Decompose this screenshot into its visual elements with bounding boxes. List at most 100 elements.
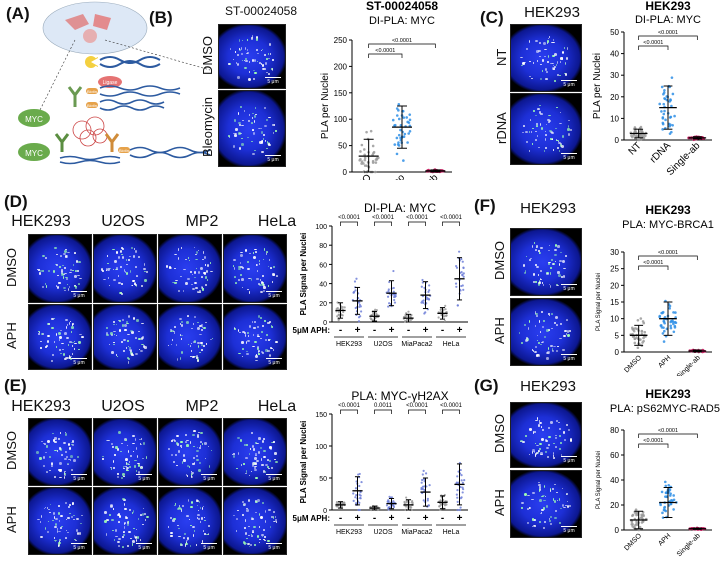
aph-label: 5μM APH: xyxy=(293,514,331,523)
x-tick-label: APH xyxy=(657,532,672,547)
pla-focus xyxy=(544,68,547,71)
pla-focus xyxy=(62,273,65,276)
data-point xyxy=(360,160,364,163)
pla-focus xyxy=(536,335,539,337)
data-point xyxy=(410,501,414,504)
pla-focus xyxy=(182,268,186,271)
pla-focus xyxy=(253,525,257,529)
pla-focus xyxy=(194,277,196,279)
y-tick-label: 0 xyxy=(615,136,620,145)
pla-focus xyxy=(523,62,525,66)
data-point xyxy=(408,315,411,318)
pla-focus xyxy=(73,323,75,326)
pla-focus xyxy=(101,458,105,460)
pla-focus xyxy=(266,118,268,121)
pla-focus xyxy=(538,520,541,524)
pla-focus xyxy=(563,507,567,509)
pla-focus xyxy=(538,489,541,492)
data-point xyxy=(632,134,636,137)
pla-focus xyxy=(530,130,532,134)
pla-focus xyxy=(547,55,549,59)
pla-focus xyxy=(143,345,146,349)
data-point xyxy=(420,481,423,484)
pla-focus xyxy=(554,127,558,130)
data-point xyxy=(423,485,426,488)
pla-focus xyxy=(529,40,531,43)
pla-focus xyxy=(64,357,66,361)
pla-focus xyxy=(129,460,131,464)
data-point xyxy=(386,295,390,298)
pla-focus xyxy=(192,341,196,344)
pla-focus xyxy=(552,451,554,455)
pla-focus xyxy=(246,48,248,51)
y-tick-label: 25 xyxy=(610,265,619,274)
p-value: <0.0001 xyxy=(658,30,678,36)
pla-focus xyxy=(554,509,558,513)
pla-focus xyxy=(555,139,557,142)
pla-focus xyxy=(257,350,260,354)
data-point xyxy=(360,162,363,165)
pla-focus xyxy=(167,526,170,528)
pla-focus xyxy=(541,438,544,441)
pla-focus xyxy=(551,262,555,265)
pla-focus xyxy=(206,279,209,282)
pla-focus xyxy=(541,311,543,314)
pla-focus xyxy=(39,456,42,460)
data-point xyxy=(669,494,672,497)
pla-focus xyxy=(64,458,67,460)
pla-focus xyxy=(67,463,70,466)
pla-focus xyxy=(173,330,176,333)
aph-sign: - xyxy=(339,325,342,336)
data-point xyxy=(672,330,676,334)
pla-focus xyxy=(73,340,75,343)
pla-focus xyxy=(255,48,258,51)
pla-focus xyxy=(177,507,180,511)
pla-focus xyxy=(167,344,169,347)
pla-focus xyxy=(175,464,179,466)
pla-focus xyxy=(539,420,541,423)
pla-focus xyxy=(181,461,184,465)
pla-focus xyxy=(243,59,246,62)
panel-c-cell-id: HEK293 xyxy=(524,4,580,21)
micrograph-e-mp2-aph: 5 μm xyxy=(158,487,222,555)
pla-focus xyxy=(143,442,145,445)
pla-focus xyxy=(46,507,48,509)
pla-focus xyxy=(101,268,103,271)
p-value: <0.0001 xyxy=(372,215,395,221)
pla-focus xyxy=(70,444,74,446)
panel-b-row1: DMSO xyxy=(200,36,215,76)
data-point xyxy=(426,499,429,502)
pla-focus xyxy=(170,534,173,538)
pla-focus xyxy=(200,266,204,270)
pla-focus xyxy=(109,503,113,507)
pla-focus xyxy=(251,129,254,131)
pla-focus xyxy=(62,276,65,279)
pla-focus xyxy=(257,128,261,130)
pla-focus xyxy=(273,516,275,519)
pla-focus xyxy=(67,343,69,347)
pla-focus xyxy=(249,544,253,547)
data-point xyxy=(375,313,378,316)
pla-focus xyxy=(124,329,127,332)
micrograph-f-dmso: 5 μm xyxy=(510,228,582,296)
pla-focus xyxy=(536,444,540,446)
pla-focus xyxy=(559,435,562,438)
panel-g-row1: DMSO xyxy=(492,414,507,454)
pla-focus xyxy=(134,336,138,339)
pla-focus xyxy=(40,515,43,519)
data-point xyxy=(360,143,364,147)
pla-focus xyxy=(272,58,275,62)
data-point xyxy=(421,300,424,303)
pla-focus xyxy=(199,444,201,448)
pla-focus xyxy=(182,453,185,457)
pla-focus xyxy=(71,341,75,344)
pla-focus xyxy=(248,71,251,73)
pla-focus xyxy=(127,463,130,466)
p-value: <0.0001 xyxy=(658,250,678,256)
pla-focus xyxy=(112,268,114,270)
pla-focus xyxy=(253,256,257,260)
y-tick-label: 0 xyxy=(323,320,327,327)
p-value: <0.0001 xyxy=(643,438,663,444)
p-value: <0.0001 xyxy=(440,215,463,221)
pla-focus xyxy=(539,447,541,450)
